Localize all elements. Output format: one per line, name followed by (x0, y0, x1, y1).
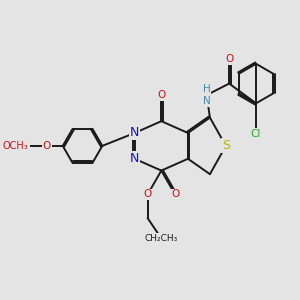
Text: O: O (225, 54, 233, 64)
Text: O: O (143, 190, 152, 200)
Text: S: S (222, 140, 230, 152)
Text: Cl: Cl (251, 128, 261, 139)
Text: N: N (130, 152, 140, 165)
Text: N: N (130, 127, 140, 140)
Text: H
N: H N (203, 84, 211, 106)
Text: O: O (43, 141, 51, 151)
Text: O: O (157, 90, 166, 100)
Text: CH₂CH₃: CH₂CH₃ (145, 234, 178, 243)
Text: O: O (171, 190, 179, 200)
Text: OCH₃: OCH₃ (3, 141, 29, 151)
